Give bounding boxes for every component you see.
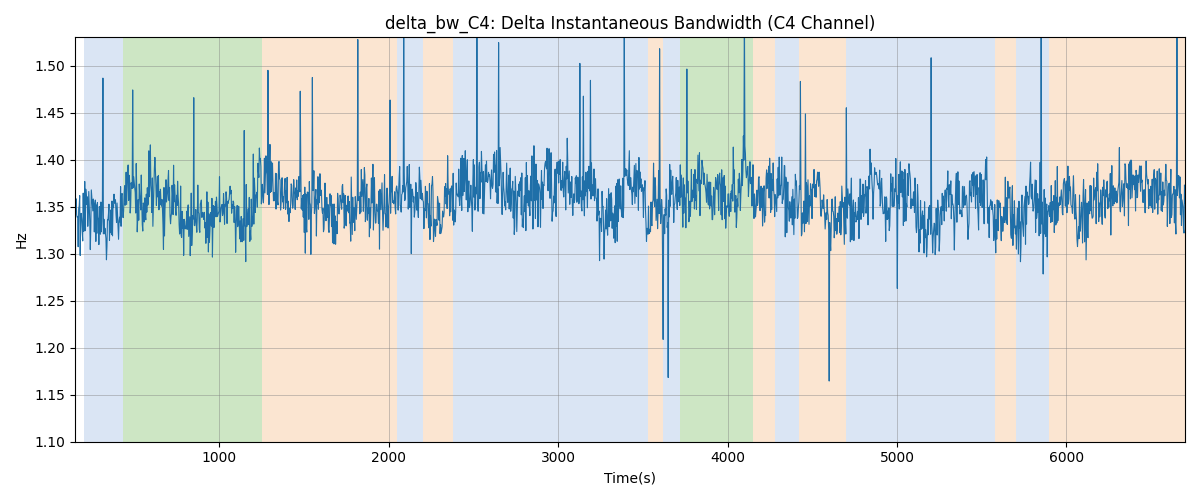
Bar xyxy=(775,38,799,442)
Bar xyxy=(122,38,262,442)
Title: delta_bw_C4: Delta Instantaneous Bandwidth (C4 Channel): delta_bw_C4: Delta Instantaneous Bandwid… xyxy=(385,15,875,34)
Bar xyxy=(397,38,422,442)
Bar xyxy=(680,38,752,442)
Bar xyxy=(664,38,680,442)
Y-axis label: Hz: Hz xyxy=(14,230,29,248)
Bar xyxy=(799,38,846,442)
Bar xyxy=(846,38,995,442)
Bar xyxy=(84,38,122,442)
Bar xyxy=(1050,38,1186,442)
X-axis label: Time(s): Time(s) xyxy=(604,471,656,485)
Bar xyxy=(752,38,775,442)
Bar xyxy=(1015,38,1050,442)
Bar xyxy=(995,38,1015,442)
Bar xyxy=(648,38,664,442)
Bar xyxy=(422,38,454,442)
Bar xyxy=(454,38,648,442)
Bar xyxy=(262,38,397,442)
